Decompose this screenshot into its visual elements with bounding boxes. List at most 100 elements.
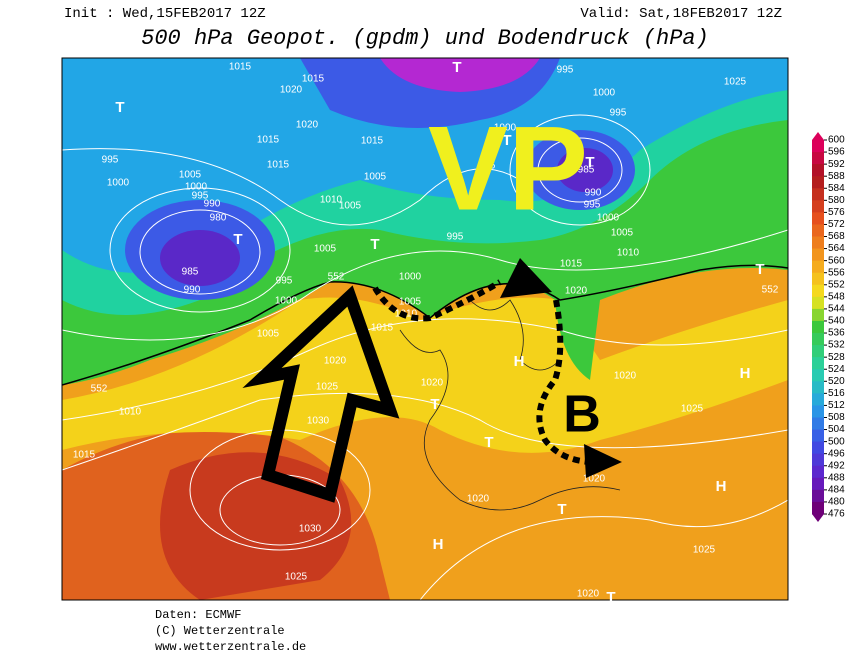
colorbar-segment — [812, 345, 824, 358]
isobar-label: 1000 — [185, 182, 208, 193]
contour-label: 552 — [91, 384, 108, 395]
colorbar-segment — [812, 320, 824, 334]
isobar-label: 1005 — [179, 170, 202, 181]
isobar-label: 1000 — [107, 178, 130, 189]
annotation-b: B — [563, 386, 601, 444]
pressure-center: H — [514, 353, 525, 370]
isobar-label: 1020 — [324, 356, 347, 367]
isobar-label: 1000 — [593, 88, 616, 99]
footer-copyright: (C) Wetterzentrale — [155, 624, 285, 638]
colorbar-label: 508 — [828, 412, 845, 423]
colorbar-label: 592 — [828, 159, 845, 170]
colorbar-label: 532 — [828, 340, 845, 351]
isobar-label: 1025 — [693, 545, 716, 556]
colorbar-label: 552 — [828, 279, 845, 290]
colorbar-segment — [812, 272, 824, 286]
colorbar-label: 576 — [828, 207, 845, 218]
isobar-label: 1005 — [364, 172, 387, 183]
dotted-track — [372, 279, 502, 322]
isobar-label: 995 — [610, 108, 627, 119]
isobar-label: 1005 — [257, 329, 280, 340]
isobar-label: 1020 — [565, 286, 588, 297]
isobar-label: 990 — [585, 188, 602, 199]
footer-source: Daten: ECMWF — [155, 608, 241, 622]
colorbar-segment — [812, 501, 824, 515]
colorbar-label: 512 — [828, 400, 845, 411]
colorbar-segment — [812, 441, 824, 455]
colorbar-segment — [812, 369, 824, 382]
colorbar-label: 564 — [828, 243, 845, 254]
isobar-label: 1020 — [467, 494, 490, 505]
pressure-center: H — [740, 365, 751, 382]
pressure-center: T — [233, 231, 242, 248]
isobar-label: 1015 — [560, 259, 583, 270]
isobar-label: 1000 — [597, 213, 620, 224]
colorbar-segment — [812, 236, 824, 250]
isobar-label: 1010 — [119, 407, 142, 418]
colorbar-label: 560 — [828, 255, 845, 266]
isobar-label: 1015 — [267, 160, 290, 171]
colorbar-segment — [812, 489, 824, 503]
track-arrowhead — [584, 444, 622, 478]
colorbar-label: 492 — [828, 460, 845, 471]
colorbar-label: 588 — [828, 171, 845, 182]
isobar-label: 1000 — [399, 272, 422, 283]
isobar-label: 1025 — [681, 404, 704, 415]
isobar-label: 995 — [557, 65, 574, 76]
isobar-label: 980 — [210, 213, 227, 224]
colorbar-segment — [812, 200, 824, 213]
isobar-label: 1030 — [299, 524, 322, 535]
init-time: Init : Wed,15FEB2017 12Z — [64, 6, 266, 22]
isobar-label: 1005 — [314, 244, 337, 255]
isobar-label: 1005 — [339, 201, 362, 212]
pressure-center: T — [606, 589, 615, 606]
isobar-label: 1010 — [320, 195, 343, 206]
isobar-label: 1020 — [583, 474, 606, 485]
pressure-center: T — [585, 154, 594, 171]
colorbar-label: 524 — [828, 364, 845, 375]
colorbar-segment — [812, 152, 824, 165]
isobar-label: 985 — [578, 165, 595, 176]
colorbar-label: 536 — [828, 328, 845, 339]
isobar-label: 1020 — [577, 589, 600, 600]
colorbar-segment — [812, 212, 824, 225]
isobar-label: 1020 — [280, 85, 303, 96]
isobar-label: 1015 — [302, 74, 325, 85]
colorbar-label: 596 — [828, 147, 845, 158]
colorbar-segment — [812, 308, 824, 322]
contour-label: 552 — [328, 272, 345, 283]
colorbar-label: 520 — [828, 376, 845, 387]
colorbar-label: 496 — [828, 448, 845, 459]
colorbar-segment — [812, 333, 824, 346]
pressure-center: T — [370, 236, 379, 253]
colorbar-segment — [812, 176, 824, 189]
pressure-center: T — [502, 132, 511, 149]
colorbar-end — [812, 514, 824, 522]
isobar-label: 1015 — [361, 136, 384, 147]
colorbar-segment — [812, 248, 824, 262]
colorbar-end — [812, 132, 824, 140]
colorbar-segment — [812, 357, 824, 370]
isobar-label: 1025 — [316, 382, 339, 393]
colorbar-label: 516 — [828, 388, 845, 399]
map-title: 500 hPa Geopot. (gpdm) und Bodendruck (h… — [141, 26, 709, 51]
pressure-center: T — [557, 501, 566, 518]
isobar-label: 995 — [447, 232, 464, 243]
colorbar-label: 568 — [828, 231, 845, 242]
isobar-label: 1020 — [296, 120, 319, 131]
colorbar-segment — [812, 477, 824, 491]
colorbar-segment — [812, 284, 824, 298]
colorbar-segment — [812, 453, 824, 467]
isobar-label: 1025 — [724, 77, 747, 88]
colorbar-label: 572 — [828, 219, 845, 230]
isobar-label: 990 — [204, 199, 221, 210]
isobar-label: 985 — [182, 267, 199, 278]
colorbar-segment — [812, 260, 824, 274]
annotation-vp: VP — [428, 102, 588, 236]
colorbar-label: 476 — [828, 509, 845, 520]
colorbar-segment — [812, 164, 824, 177]
isobar-label: 1000 — [494, 123, 517, 134]
dotted-track — [536, 299, 591, 465]
pressure-center: T — [484, 434, 493, 451]
isobar-label: 1015 — [371, 323, 394, 334]
